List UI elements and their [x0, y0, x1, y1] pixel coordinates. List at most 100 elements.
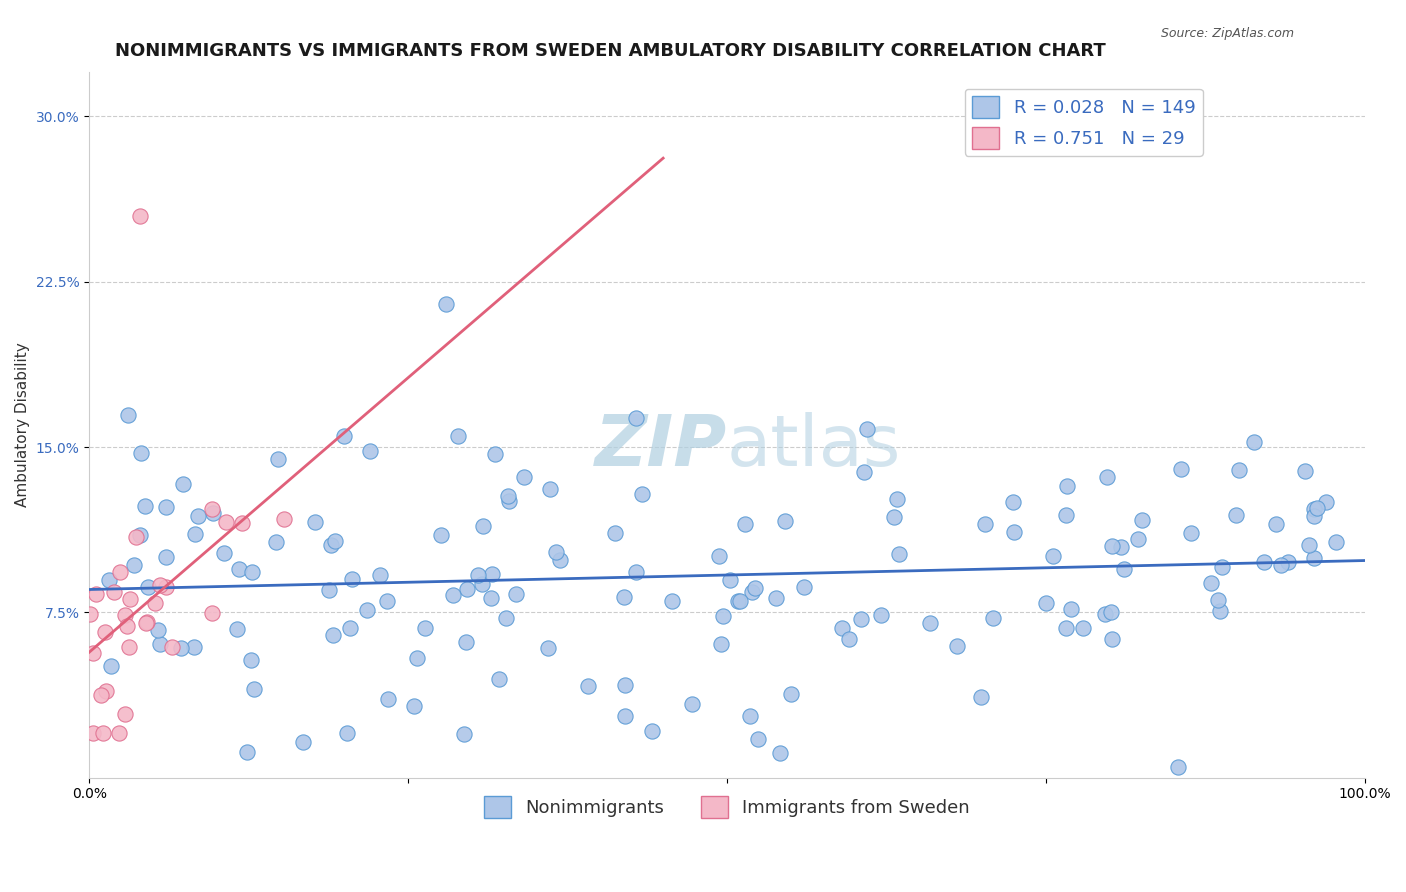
Point: [117, 640, 139, 655]
Point: [887, 547, 910, 561]
Point: [122, 558, 145, 572]
Point: [235, 745, 257, 759]
Point: [1101, 632, 1123, 646]
Point: [243, 682, 266, 697]
Point: [1054, 621, 1077, 635]
Point: [1277, 555, 1299, 569]
Point: [143, 596, 166, 610]
Point: [1243, 435, 1265, 450]
Point: [149, 578, 172, 592]
Point: [1253, 555, 1275, 569]
Point: [1199, 576, 1222, 591]
Point: [94, 625, 117, 640]
Point: [970, 690, 993, 704]
Point: [792, 580, 814, 594]
Point: [495, 611, 517, 625]
Point: [710, 637, 733, 651]
Point: [1303, 509, 1326, 524]
Point: [744, 582, 766, 596]
Point: [368, 567, 391, 582]
Point: [339, 621, 361, 635]
Point: [267, 451, 290, 466]
Point: [870, 608, 893, 623]
Point: [114, 608, 136, 623]
Point: [125, 531, 148, 545]
Point: [471, 519, 494, 533]
Point: [467, 568, 489, 582]
Legend: Nonimmigrants, Immigrants from Sweden: Nonimmigrants, Immigrants from Sweden: [477, 789, 977, 825]
Point: [641, 723, 664, 738]
Point: [1303, 551, 1326, 566]
Point: [613, 709, 636, 723]
Point: [405, 651, 427, 665]
Point: [434, 297, 457, 311]
Point: [1073, 621, 1095, 635]
Point: [1225, 508, 1247, 522]
Point: [471, 577, 494, 591]
Point: [1180, 525, 1202, 540]
Point: [546, 545, 568, 559]
Point: [172, 476, 194, 491]
Point: [304, 515, 326, 529]
Point: [1211, 560, 1233, 574]
Point: [1265, 516, 1288, 531]
Point: [538, 482, 561, 496]
Point: [430, 528, 453, 542]
Point: [86, 586, 108, 600]
Point: [613, 678, 636, 692]
Point: [375, 594, 398, 608]
Point: [513, 470, 536, 484]
Point: [322, 628, 344, 642]
Point: [240, 653, 263, 667]
Point: [240, 565, 263, 579]
Point: [155, 500, 177, 514]
Point: [160, 640, 183, 655]
Point: [117, 408, 139, 422]
Point: [852, 465, 875, 479]
Point: [1227, 463, 1250, 477]
Point: [402, 699, 425, 714]
Point: [225, 622, 247, 636]
Text: ZIP: ZIP: [595, 411, 727, 481]
Point: [377, 692, 399, 706]
Point: [136, 615, 159, 629]
Point: [184, 526, 207, 541]
Point: [576, 679, 599, 693]
Point: [200, 502, 222, 516]
Point: [336, 726, 359, 740]
Point: [447, 429, 470, 443]
Point: [479, 591, 502, 605]
Point: [441, 588, 464, 602]
Point: [1206, 593, 1229, 607]
Point: [1056, 479, 1078, 493]
Text: NONIMMIGRANTS VS IMMIGRANTS FROM SWEDEN AMBULATORY DISABILITY CORRELATION CHART: NONIMMIGRANTS VS IMMIGRANTS FROM SWEDEN …: [115, 42, 1105, 60]
Point: [82, 646, 104, 660]
Point: [741, 584, 763, 599]
Point: [1324, 535, 1347, 549]
Point: [148, 624, 170, 638]
Point: [1294, 464, 1316, 478]
Point: [1109, 541, 1132, 555]
Point: [359, 444, 381, 458]
Point: [1114, 562, 1136, 576]
Point: [1002, 495, 1025, 509]
Point: [231, 516, 253, 530]
Point: [537, 640, 560, 655]
Point: [775, 514, 797, 528]
Point: [883, 509, 905, 524]
Point: [103, 585, 125, 599]
Point: [765, 591, 787, 605]
Point: [114, 707, 136, 722]
Point: [1132, 513, 1154, 527]
Point: [183, 640, 205, 654]
Point: [1002, 524, 1025, 539]
Point: [456, 582, 478, 596]
Point: [321, 538, 343, 552]
Point: [340, 572, 363, 586]
Point: [1209, 604, 1232, 618]
Point: [1298, 538, 1320, 552]
Point: [170, 641, 193, 656]
Point: [79, 607, 101, 621]
Point: [1167, 759, 1189, 773]
Point: [215, 515, 238, 529]
